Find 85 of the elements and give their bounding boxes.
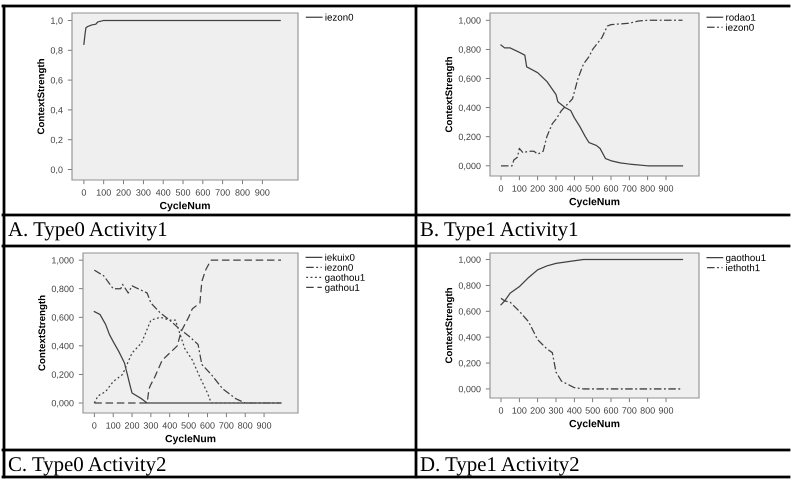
x-tick-label: 400: [162, 422, 177, 429]
x-tick-label: 600: [604, 185, 618, 192]
y-tick-label: 0,000: [458, 162, 481, 170]
x-tick-label: 300: [136, 189, 151, 196]
x-tick-label: 0: [92, 422, 96, 429]
legend-label: gaothou1: [325, 274, 365, 283]
legend-label: iezon0: [326, 14, 354, 21]
legend-label: iezon0: [726, 24, 754, 31]
x-tick-label: 100: [96, 189, 111, 196]
x-tick-label: 600: [200, 422, 215, 429]
x-axis-title: CycleNum: [569, 198, 620, 208]
y-tick-label: 0,600: [52, 314, 74, 322]
y-tick-label: 1,000: [52, 257, 74, 265]
x-tick-label: 900: [255, 189, 270, 196]
x-tick-label: 800: [235, 189, 250, 196]
legend-label: gaothou1: [726, 254, 766, 264]
x-tick-label: 0: [82, 189, 86, 196]
y-tick-label: 0,200: [52, 371, 74, 379]
text: C. Type0 Activity2: [8, 457, 166, 476]
x-tick-label: 500: [585, 407, 600, 414]
y-tick-label: 1,000: [459, 256, 481, 264]
x-tick-label: 700: [622, 185, 637, 192]
x-axis-title: CycleNum: [165, 434, 216, 444]
x-tick-label: 300: [548, 407, 564, 414]
y-tick-label: 0,800: [458, 282, 481, 290]
text: A. Type0 Activity1: [8, 222, 166, 240]
y-axis-title: ContextStrength: [38, 296, 48, 371]
y-tick-label: 0,2: [50, 136, 63, 144]
x-tick-label: 800: [640, 407, 655, 414]
y-tick-label: 0,600: [458, 75, 481, 83]
x-tick-label: 600: [196, 189, 210, 196]
x-tick-label: 100: [106, 422, 120, 429]
y-axis-title: ContextStrength: [37, 59, 46, 134]
x-tick-label: 900: [658, 185, 674, 192]
x-axis-title: CycleNum: [160, 202, 210, 212]
x-tick-label: 300: [144, 422, 158, 429]
x-tick-label: 500: [176, 189, 190, 196]
x-tick-label: 0: [498, 407, 504, 414]
x-tick-label: 100: [512, 407, 527, 414]
y-tick-label: 0,6: [50, 77, 63, 85]
x-tick-label: 900: [256, 422, 272, 429]
y-tick-label: 0,000: [52, 400, 74, 408]
legend-label: iethoth1: [726, 264, 760, 272]
text: D. Type1 Activity2: [420, 457, 578, 476]
legend-label: iekuix0: [325, 254, 355, 261]
y-tick-label: 0,0: [50, 166, 63, 174]
y-tick-label: 0,200: [458, 360, 481, 368]
x-axis-title: CycleNum: [569, 420, 620, 430]
x-tick-label: 700: [216, 189, 230, 196]
legend-label: iezon0: [325, 264, 353, 271]
x-tick-label: 900: [658, 407, 674, 414]
y-tick-label: 0,600: [458, 308, 481, 316]
y-tick-label: 0,4: [50, 106, 63, 114]
legend-label: gathou1: [325, 284, 360, 293]
x-tick-label: 700: [622, 407, 637, 414]
y-tick-label: 0,800: [52, 286, 74, 294]
x-tick-label: 400: [567, 407, 582, 414]
x-tick-label: 300: [548, 185, 564, 192]
x-tick-label: 400: [156, 189, 170, 196]
y-tick-label: 0,800: [458, 46, 481, 54]
x-tick-label: 500: [585, 185, 600, 192]
y-tick-label: 0,400: [458, 334, 481, 342]
legend-label: rodao1: [726, 14, 756, 21]
x-tick-label: 400: [567, 185, 582, 192]
y-tick-label: 0,200: [458, 134, 481, 142]
x-tick-label: 100: [512, 185, 527, 192]
text: B. Type1 Activity1: [420, 222, 578, 240]
x-tick-label: 700: [219, 422, 234, 429]
x-tick-label: 600: [604, 407, 618, 414]
y-tick-label: 0,8: [50, 47, 63, 55]
x-tick-label: 200: [530, 407, 545, 414]
x-tick-label: 800: [238, 422, 252, 429]
x-tick-label: 200: [124, 422, 140, 429]
y-tick-label: 0,400: [52, 342, 74, 350]
y-tick-label: 1,000: [459, 17, 481, 25]
x-tick-label: 200: [530, 185, 545, 192]
x-tick-label: 500: [181, 422, 196, 429]
y-tick-label: 0,400: [458, 104, 481, 112]
y-tick-label: 1,0: [51, 17, 63, 25]
y-tick-label: 0,000: [458, 386, 481, 394]
x-tick-label: 800: [640, 185, 655, 192]
y-axis-title: ContextStrength: [445, 288, 454, 364]
x-tick-label: 0: [498, 185, 504, 192]
x-tick-label: 200: [116, 189, 131, 196]
y-axis-title: ContextStrength: [445, 57, 454, 132]
